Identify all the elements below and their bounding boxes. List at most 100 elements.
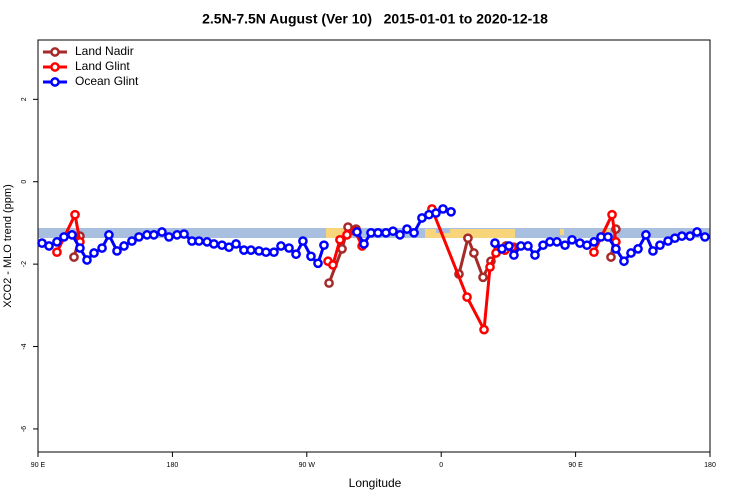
point	[373, 227, 383, 238]
point	[560, 240, 570, 251]
point	[388, 226, 398, 237]
point	[431, 208, 441, 218]
point	[607, 209, 617, 220]
plot-frame	[37, 39, 711, 453]
point	[328, 260, 338, 270]
point	[119, 241, 129, 251]
point	[462, 292, 472, 302]
point	[692, 227, 702, 237]
point	[44, 241, 54, 251]
point	[395, 230, 405, 240]
point	[478, 272, 488, 283]
point	[324, 278, 334, 288]
y-tick-label: 2	[21, 97, 28, 101]
point	[402, 224, 412, 234]
y-tick-label: -2	[21, 261, 28, 267]
legend-swatch	[50, 77, 60, 87]
point	[284, 243, 294, 253]
x-tick-label: 90 E	[31, 462, 46, 469]
y-tick-label: -4	[21, 343, 28, 349]
point	[209, 239, 219, 249]
point	[479, 324, 489, 335]
point	[231, 239, 241, 249]
point	[261, 247, 271, 258]
point	[67, 230, 77, 240]
x-tick-label: 0	[439, 462, 443, 469]
point	[319, 240, 329, 251]
point	[700, 232, 710, 242]
point	[82, 255, 92, 265]
point	[313, 258, 323, 269]
point	[112, 246, 122, 256]
point	[611, 244, 621, 254]
point	[342, 230, 352, 240]
point	[149, 230, 159, 240]
point	[306, 251, 316, 262]
point	[463, 233, 473, 244]
legend-swatch	[50, 47, 60, 57]
point	[530, 250, 540, 260]
point	[469, 248, 479, 258]
legend-label: Land Nadir	[75, 44, 134, 58]
point	[352, 227, 362, 237]
point	[97, 243, 107, 253]
point	[567, 234, 577, 245]
point	[485, 262, 495, 272]
chart-title: 2.5N-7.5N August (Ver 10) 2015-01-01 to …	[202, 11, 548, 27]
y-tick-label: -6	[21, 426, 28, 432]
legend-label: Land Glint	[75, 59, 130, 73]
point	[335, 234, 345, 245]
point	[269, 247, 279, 258]
point	[641, 230, 651, 240]
point	[523, 241, 533, 251]
legend-swatch	[50, 62, 60, 72]
point	[446, 206, 456, 217]
point	[134, 232, 144, 242]
point	[52, 237, 62, 247]
point	[179, 229, 189, 239]
point	[89, 248, 99, 258]
point	[504, 241, 514, 251]
point	[509, 250, 519, 260]
x-tick-label: 90 W	[299, 462, 316, 469]
point	[52, 247, 62, 258]
point	[677, 231, 687, 241]
series-line	[55, 208, 618, 335]
point	[589, 247, 599, 258]
point	[70, 209, 80, 220]
point	[104, 230, 114, 240]
y-axis-label: XCO2 - MLO trend (ppm)	[2, 184, 14, 307]
x-tick-label: 90 E	[568, 462, 583, 469]
point	[194, 236, 204, 246]
point	[552, 237, 562, 247]
point	[164, 232, 174, 242]
point	[648, 246, 658, 256]
point	[619, 256, 629, 267]
point	[69, 252, 79, 262]
point	[298, 236, 308, 246]
point	[59, 232, 69, 242]
point	[633, 244, 643, 254]
point	[359, 239, 369, 249]
x-axis-label: Longitude	[349, 476, 402, 490]
point	[589, 237, 599, 247]
point	[685, 231, 695, 241]
point	[603, 232, 613, 242]
point	[438, 204, 448, 214]
point	[409, 227, 419, 238]
x-tick-label: 180	[704, 462, 716, 469]
point	[246, 245, 256, 255]
point	[276, 241, 286, 251]
point	[291, 249, 301, 260]
y-tick-label: 0	[21, 180, 28, 184]
point	[157, 227, 167, 237]
point	[490, 238, 500, 248]
legend-label: Ocean Glint	[75, 74, 139, 88]
point	[655, 240, 665, 251]
x-tick-label: 180	[167, 462, 179, 469]
point	[127, 236, 137, 246]
point	[626, 248, 636, 258]
point	[75, 243, 85, 253]
point	[606, 252, 616, 262]
